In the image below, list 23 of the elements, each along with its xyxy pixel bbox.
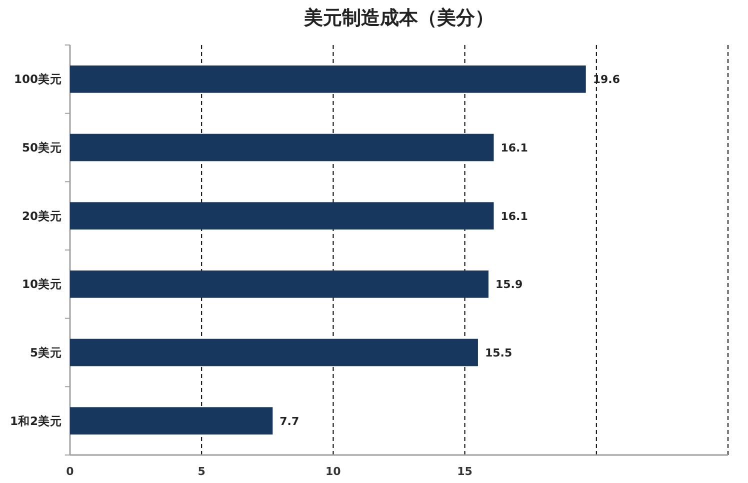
y-tick-label: 50美元 — [22, 140, 62, 154]
x-tick-label: 15 — [457, 465, 472, 478]
bar — [70, 66, 586, 93]
x-tick-label: 5 — [198, 465, 206, 478]
bar — [70, 202, 494, 230]
chart-title: 美元制造成本（美分） — [303, 7, 494, 29]
bar — [70, 134, 494, 162]
data-label: 16.1 — [500, 142, 528, 154]
y-tick-label: 20美元 — [22, 208, 62, 223]
bar — [70, 338, 478, 366]
x-tick-label: 0 — [66, 465, 74, 478]
y-tick-label: 10美元 — [22, 277, 62, 292]
bar — [70, 270, 488, 298]
y-tick-label: 100美元 — [14, 72, 62, 86]
data-label: 7.7 — [280, 414, 300, 428]
y-tick-label: 5美元 — [30, 346, 62, 360]
x-tick-label: 10 — [326, 465, 342, 478]
bar — [70, 407, 273, 434]
data-label: 15.9 — [495, 278, 523, 292]
y-tick-label: 1和2美元 — [10, 414, 62, 428]
data-label: 19.6 — [592, 73, 620, 86]
data-label: 16.1 — [500, 210, 528, 223]
data-label: 15.5 — [484, 346, 512, 360]
